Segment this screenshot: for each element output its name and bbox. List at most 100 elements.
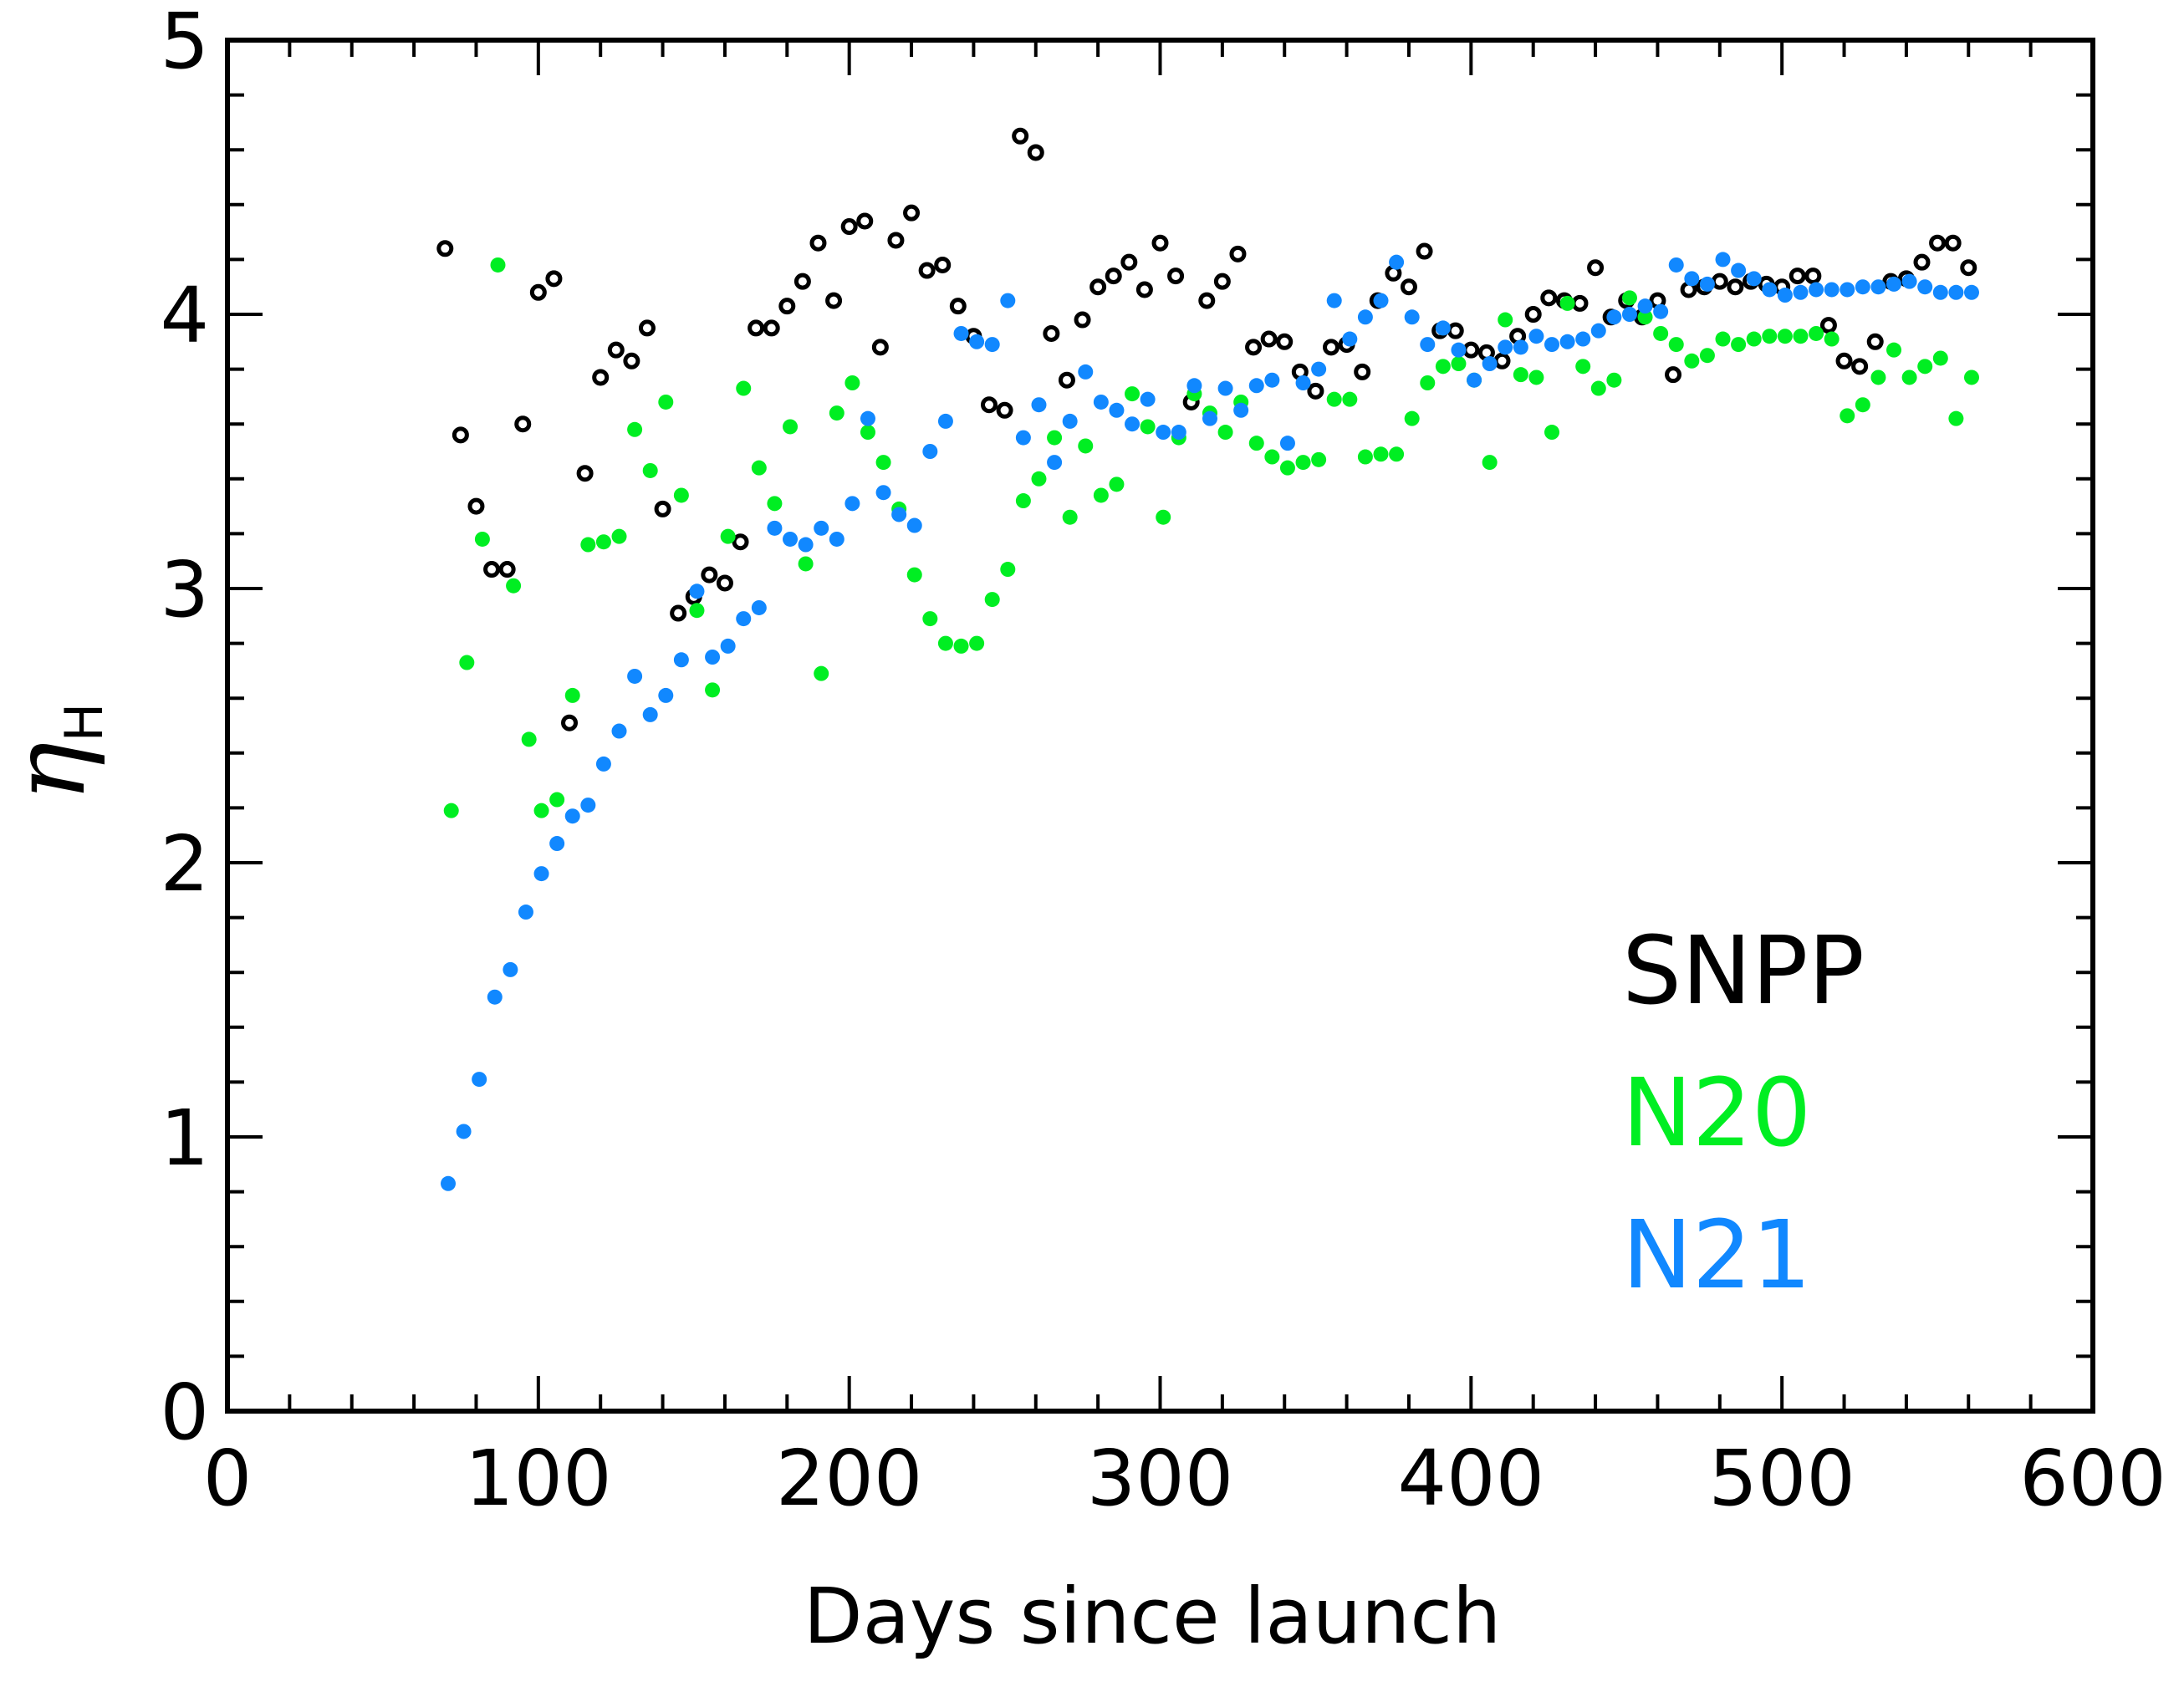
data-point-snpp — [918, 262, 936, 279]
data-point-snpp — [825, 292, 843, 309]
data-point-n20 — [1451, 356, 1467, 372]
data-point-n20 — [705, 682, 721, 698]
data-point-n20 — [1590, 380, 1606, 396]
data-point-n20 — [1404, 410, 1420, 426]
data-point-n20 — [875, 455, 891, 471]
data-point-n21 — [1233, 402, 1249, 418]
data-point-snpp — [809, 234, 827, 252]
data-point-n20 — [474, 531, 490, 547]
data-point-n21 — [1420, 337, 1436, 353]
data-point-n21 — [611, 723, 627, 739]
y-tick-label: 3 — [160, 545, 209, 634]
data-point-n20 — [673, 487, 689, 503]
data-point-n20 — [1901, 369, 1917, 385]
data-point-n20 — [720, 528, 736, 544]
data-point-n21 — [1093, 394, 1109, 410]
data-point-n20 — [1932, 350, 1948, 366]
data-point-n21 — [1467, 372, 1482, 388]
data-point-snpp — [670, 604, 687, 622]
data-point-n21 — [673, 652, 689, 668]
data-point-snpp — [1913, 253, 1931, 271]
data-point-n20 — [1528, 369, 1544, 385]
y-tick-label: 5 — [160, 0, 209, 86]
data-point-n21 — [1404, 309, 1420, 325]
data-point-n21 — [1000, 293, 1016, 308]
data-point-n20 — [1217, 425, 1233, 441]
data-point-snpp — [996, 401, 1013, 419]
data-point-n20 — [595, 534, 611, 550]
data-point-n21 — [1575, 331, 1591, 347]
data-point-snpp — [1789, 268, 1806, 285]
data-point-n20 — [845, 375, 860, 390]
data-point-n20 — [1357, 449, 1373, 465]
data-point-snpp — [623, 352, 640, 369]
series-layer — [436, 127, 1979, 1191]
data-point-n21 — [1855, 279, 1870, 295]
x-tick-label: 300 — [1087, 1434, 1234, 1523]
data-point-n21 — [906, 517, 922, 533]
data-point-n21 — [1047, 455, 1063, 471]
data-point-n20 — [1606, 372, 1622, 388]
legend-label-n21: N21 — [1622, 1201, 1811, 1310]
data-point-n20 — [1870, 369, 1886, 385]
data-point-n20 — [459, 655, 475, 670]
data-point-n20 — [1264, 449, 1280, 465]
data-point-n21 — [1295, 375, 1311, 390]
data-point-snpp — [871, 339, 889, 356]
data-point-snpp — [701, 566, 718, 584]
data-point-n21 — [860, 410, 875, 426]
x-tick-label: 500 — [1708, 1434, 1855, 1523]
data-point-n20 — [1248, 436, 1264, 451]
data-point-n20 — [443, 803, 459, 818]
data-point-snpp — [980, 396, 998, 414]
data-point-n20 — [783, 419, 799, 435]
data-point-n21 — [1326, 293, 1342, 308]
data-point-n20 — [1015, 493, 1031, 509]
data-point-snpp — [1960, 259, 1977, 277]
data-point-n21 — [984, 337, 1000, 353]
data-point-n20 — [1311, 451, 1327, 467]
data-point-n20 — [1653, 325, 1669, 341]
data-point-n20 — [1093, 487, 1109, 503]
data-point-n20 — [1559, 295, 1575, 311]
data-point-snpp — [748, 319, 765, 337]
data-point-n20 — [937, 635, 953, 651]
data-point-snpp — [716, 574, 733, 592]
data-point-n20 — [1621, 290, 1637, 306]
data-point-snpp — [1323, 339, 1340, 356]
data-point-snpp — [1012, 127, 1029, 145]
series-n21 — [441, 252, 1979, 1191]
x-tick-label: 400 — [1398, 1434, 1545, 1523]
data-point-n21 — [549, 836, 565, 852]
data-point-n20 — [1668, 337, 1684, 353]
data-point-n21 — [1435, 320, 1451, 336]
data-point-n20 — [564, 687, 580, 703]
data-point-n21 — [814, 520, 829, 536]
data-point-n20 — [549, 792, 565, 808]
data-point-n20 — [1544, 425, 1560, 441]
data-point-n20 — [642, 462, 658, 478]
data-point-snpp — [1089, 278, 1107, 296]
data-point-n21 — [1156, 425, 1171, 441]
data-point-n21 — [783, 531, 799, 547]
data-point-n21 — [503, 961, 518, 977]
data-point-n21 — [767, 520, 783, 536]
y-tick-label: 0 — [160, 1368, 209, 1457]
data-point-n21 — [720, 638, 736, 654]
data-point-n21 — [1264, 372, 1280, 388]
data-point-snpp — [1167, 268, 1185, 285]
data-point-snpp — [561, 714, 579, 731]
data-point-snpp — [1043, 324, 1060, 342]
data-point-n21 — [875, 485, 891, 501]
data-point-n20 — [906, 567, 922, 583]
data-point-snpp — [1804, 268, 1822, 285]
data-point-n21 — [1963, 284, 1979, 300]
data-point-snpp — [1276, 333, 1294, 350]
data-point-n20 — [1637, 309, 1653, 325]
data-point-n20 — [984, 592, 1000, 608]
data-point-n20 — [1373, 446, 1389, 462]
data-point-n20 — [1000, 562, 1016, 578]
data-point-n21 — [1731, 262, 1747, 278]
data-point-n20 — [1762, 329, 1778, 344]
data-point-snpp — [1260, 330, 1278, 348]
